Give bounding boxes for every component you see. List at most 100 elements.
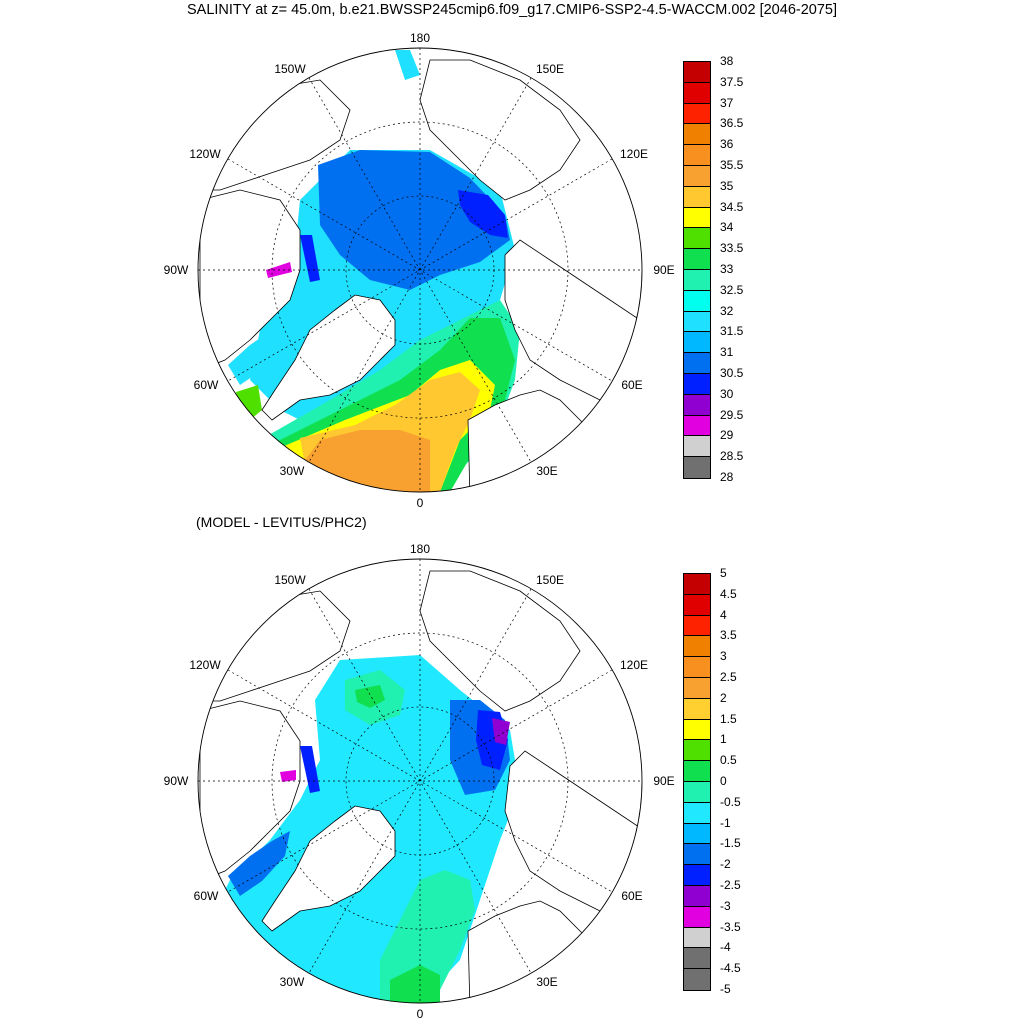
colorbar-label: 33.5: [720, 241, 744, 256]
chukotka-land: [419, 59, 581, 201]
diff-greenland-sea-0: [380, 870, 475, 1003]
colorbar-swatch: [684, 823, 710, 845]
siberia-land: [504, 239, 642, 421]
lon-label: 30W: [280, 975, 305, 989]
lon-label: 60E: [621, 378, 642, 392]
colorbar-label: -1.5: [720, 836, 741, 851]
lon-label: 30W: [280, 464, 305, 478]
colorbar-label: 35.5: [720, 158, 744, 172]
figure-title: SALINITY at z= 45.0m, b.e21.BWSSP245cmip…: [186, 2, 837, 18]
diff-patch-0-5: [355, 685, 385, 708]
colorbar-label: 32.5: [720, 282, 744, 297]
colorbar-label: -4: [720, 940, 731, 955]
salinity-graticule: [198, 48, 642, 492]
colorbar-label: -5: [720, 982, 731, 996]
diff-channel-magenta: [280, 770, 296, 782]
diff-siberian-minus3: [492, 718, 510, 745]
colorbar-swatch: [684, 677, 710, 699]
colorbar-swatch: [684, 436, 710, 458]
salinity-canada-basin-31: [318, 150, 510, 290]
diff-chukotka-land: [419, 570, 581, 712]
lon-label: 150E: [536, 573, 564, 587]
diff-siberia-land: [504, 750, 642, 932]
salinity-siberian-30: [458, 190, 508, 238]
colorbar-swatch: [684, 145, 710, 166]
colorbar-swatch: [684, 615, 710, 637]
colorbar-label: -0.5: [720, 794, 741, 809]
colorbar-label: 34: [720, 220, 734, 235]
colorbar-swatch: [684, 103, 710, 125]
colorbar-label: -3.5: [720, 919, 741, 934]
colorbar-swatch: [684, 781, 710, 803]
colorbar-label: 3: [720, 649, 727, 664]
colorbar-label: 2: [720, 690, 727, 705]
colorbar-swatch: [684, 124, 710, 146]
colorbar-swatch: [684, 373, 710, 395]
colorbar-swatch: [684, 698, 710, 720]
colorbar-label: -1: [720, 815, 731, 830]
colorbar-swatch: [684, 228, 710, 250]
colorbar-label: 29: [720, 428, 734, 443]
colorbar-swatch: [684, 885, 710, 907]
salinity-colorbar: [683, 61, 711, 479]
colorbar-label: 3.5: [720, 628, 737, 643]
colorbar-swatch: [684, 574, 710, 595]
colorbar-label: 37.5: [720, 74, 744, 89]
colorbar-swatch: [684, 761, 710, 782]
lon-label: 30E: [536, 464, 557, 478]
lon-label: 120W: [189, 147, 221, 161]
colorbar-label: 34.5: [720, 199, 744, 214]
difference-colorbar: [683, 573, 711, 991]
colorbar-label: -3: [720, 898, 731, 913]
colorbar-label: 29.5: [720, 407, 744, 422]
colorbar-swatch: [684, 594, 710, 616]
colorbar-swatch: [684, 82, 710, 104]
lon-label: 60W: [194, 889, 219, 903]
colorbar-label: 28: [720, 470, 734, 484]
colorbar-swatch: [684, 165, 710, 187]
colorbar-label: 5: [720, 566, 727, 580]
colorbar-swatch: [684, 394, 710, 416]
colorbar-swatch: [684, 457, 710, 478]
salinity-bering: [395, 50, 420, 80]
colorbar-swatch: [684, 311, 710, 333]
colorbar-swatch: [684, 415, 710, 437]
colorbar-label: 31: [720, 345, 734, 360]
colorbar-label: 38: [720, 54, 734, 68]
lon-label: 90W: [164, 774, 189, 788]
colorbar-swatch: [684, 269, 710, 291]
colorbar-swatch: [684, 332, 710, 354]
colorbar-label: 4: [720, 607, 727, 622]
colorbar-label: 4.5: [720, 586, 737, 601]
colorbar-label: 36.5: [720, 116, 744, 131]
colorbar-label: 36: [720, 137, 734, 152]
colorbar-swatch: [684, 207, 710, 229]
colorbar-label: 0: [720, 774, 727, 788]
colorbar-label: -2.5: [720, 878, 741, 892]
colorbar-swatch: [684, 969, 710, 990]
colorbar-swatch: [684, 948, 710, 970]
colorbar-swatch: [684, 62, 710, 83]
colorbar-swatch: [684, 802, 710, 824]
colorbar-label: 28.5: [720, 449, 744, 464]
lon-label: 90E: [653, 774, 674, 788]
colorbar-label: 2.5: [720, 670, 737, 684]
lon-label: 120E: [620, 658, 648, 672]
colorbar-swatch: [684, 906, 710, 928]
colorbar-label: -2: [720, 857, 731, 872]
lon-label: 0: [417, 496, 424, 510]
lon-label: 120E: [620, 147, 648, 161]
difference-longitude-labels: 180 150E 120E 90E 60E 30E 0 30W 60W 90W …: [164, 542, 675, 1021]
greenland-land: [261, 294, 396, 421]
colorbar-swatch: [684, 290, 710, 312]
colorbar-swatch: [684, 657, 710, 678]
colorbar-swatch: [684, 927, 710, 949]
lon-label: 150W: [274, 62, 306, 76]
diff-norwegian-0-5: [390, 965, 440, 1003]
colorbar-label: 35: [720, 178, 734, 193]
colorbar-label: 1.5: [720, 711, 737, 726]
difference-subtitle: (MODEL - LEVITUS/PHC2): [196, 514, 367, 530]
colorbar-label: 31.5: [720, 324, 744, 339]
